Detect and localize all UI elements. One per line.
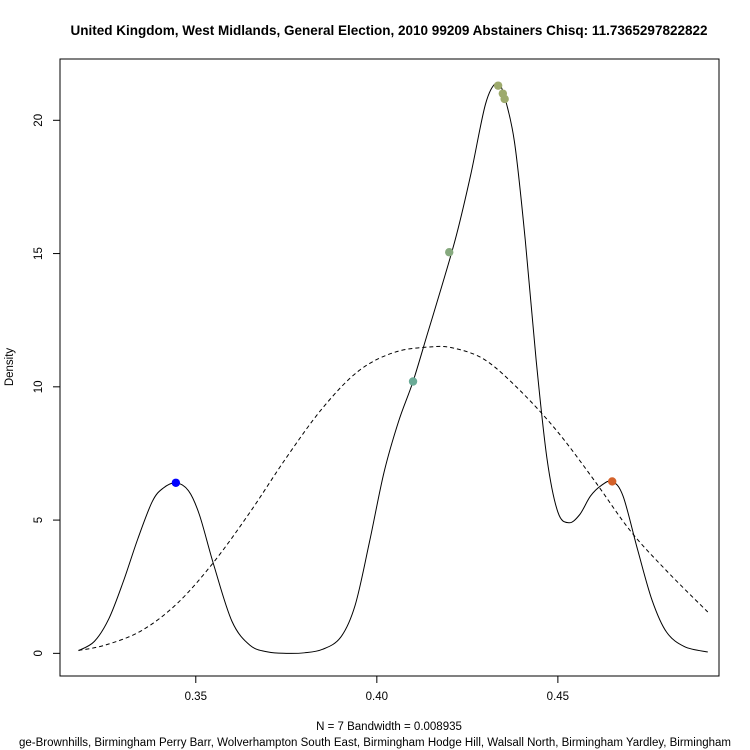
density-curves (78, 82, 709, 654)
plot-frame (59, 58, 720, 677)
data-points (171, 81, 617, 487)
y-tick-label: 20 (33, 114, 45, 127)
data-point (171, 478, 181, 487)
x-axis: 0.35 0.40 0.45 (185, 675, 569, 703)
chart-title: United Kingdom, West Midlands, General E… (70, 23, 707, 38)
y-tick-label: 15 (33, 247, 45, 260)
x-tick-label: 0.40 (366, 691, 388, 703)
data-point (408, 377, 418, 386)
subtitle: ge-Brownhills, Birmingham Perry Barr, Wo… (19, 737, 731, 749)
y-tick-label: 5 (33, 517, 45, 523)
data-point (445, 248, 454, 257)
x-tick-label: 0.35 (185, 691, 207, 703)
y-tick-label: 10 (33, 380, 45, 393)
data-point (607, 477, 617, 486)
x-axis-label: N = 7 Bandwidth = 0.008935 (316, 721, 462, 733)
y-axis-label: Density (4, 348, 16, 387)
data-point (500, 94, 509, 104)
y-axis: 0 5 10 15 20 (33, 114, 61, 657)
normal-density-curve (78, 345, 709, 651)
data-point (493, 81, 503, 90)
y-tick-label: 0 (33, 650, 45, 656)
x-tick-label: 0.45 (547, 691, 569, 703)
kernel-density-curve (78, 82, 708, 654)
